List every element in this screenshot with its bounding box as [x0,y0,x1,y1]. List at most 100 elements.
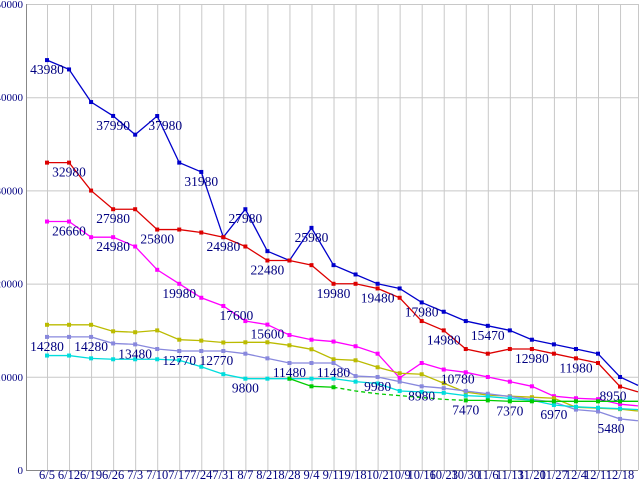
data-point-marker [618,406,623,411]
data-point-marker [419,389,424,394]
data-point-marker [618,399,623,404]
data-point-marker [111,235,116,240]
data-point-marker [375,381,380,386]
data-point-marker [573,399,578,404]
x-tick-label: 7/10 [146,468,168,480]
data-point-marker [45,160,49,165]
data-point-marker [45,219,49,224]
data-point-label: 12980 [515,351,549,366]
x-tick-label: 8/7 [237,468,253,480]
x-tick-label: 6/12 [58,468,80,480]
data-point-marker [485,391,490,396]
data-point-marker [551,396,556,401]
data-point-marker [221,340,226,345]
data-point-marker [287,361,292,366]
data-point-marker [551,403,556,408]
data-point-marker [67,322,72,327]
data-point-marker [529,395,534,400]
x-tick-label: 8/28 [278,468,300,480]
data-point-marker [551,394,556,399]
data-point-marker [309,263,314,268]
data-point-marker [375,281,380,286]
data-point-marker [287,343,292,348]
data-point-marker [89,100,94,105]
data-point-marker [133,342,138,347]
data-point-marker [89,322,94,327]
data-point-marker [331,281,336,286]
x-tick-label: 11/13 [496,468,524,480]
data-point-marker [397,371,402,376]
data-point-label: 17600 [219,308,253,323]
data-point-marker [353,272,358,277]
data-point-marker [199,348,204,353]
data-point-label: 12770 [162,353,196,368]
data-point-marker [463,388,468,393]
data-point-label: 25800 [140,232,174,247]
data-point-label: 14280 [74,339,108,354]
data-point-marker [331,376,336,381]
data-point-marker [155,357,160,362]
data-point-marker [375,351,380,356]
data-point-marker [133,132,138,137]
data-point-label: 14280 [30,339,64,354]
data-point-label: 5480 [598,421,625,436]
data-point-marker [618,402,623,407]
data-point-marker [243,340,248,345]
data-point-marker [463,370,468,375]
data-point-marker [618,416,623,421]
data-point-label: 24980 [206,239,240,254]
data-point-label: 19980 [162,286,196,301]
data-point-label: 9800 [232,381,259,396]
series-blue [45,58,639,386]
data-point-marker [89,356,94,361]
data-point-marker [177,227,182,232]
data-point-marker [111,357,116,362]
data-point-marker [221,372,226,377]
data-point-marker [573,347,578,352]
data-point-marker [133,357,138,362]
data-point-marker [397,375,402,380]
data-point-marker [309,337,314,342]
series-magenta [45,219,639,407]
data-point-label: 27980 [228,211,262,226]
data-point-marker [199,169,204,174]
data-point-label: 11480 [273,365,306,380]
x-tick-label: 6/26 [102,468,124,480]
data-point-marker [243,244,248,249]
x-tick-label: 12/4 [565,468,588,480]
data-point-label: 27980 [96,211,130,226]
data-point-marker [221,303,226,308]
x-tick-label: 7/24 [190,468,213,480]
data-point-marker [441,381,446,386]
y-tick-label: 40000 [0,92,24,104]
data-point-marker [441,386,446,391]
data-point-marker [419,361,424,366]
data-point-marker [419,384,424,389]
data-point-marker [463,319,468,324]
data-point-marker [89,188,94,193]
data-point-marker [529,399,534,404]
data-point-label: 11980 [559,360,592,375]
data-point-marker [155,267,160,272]
data-point-marker [67,334,72,339]
data-point-marker [397,295,402,300]
data-point-marker [419,300,424,305]
data-point-marker [199,364,204,369]
data-point-marker [89,235,94,240]
x-tick-label: 9/4 [303,468,320,480]
data-point-label: 19480 [361,290,395,305]
data-point-marker [155,114,160,119]
data-point-marker [287,376,292,381]
data-point-label: 17980 [405,304,439,319]
data-point-marker [353,344,358,349]
data-point-marker [177,281,182,286]
data-point-marker [199,338,204,343]
x-tick-label: 8/21 [256,468,278,480]
x-tick-label: 7/17 [168,468,190,480]
data-point-marker [397,379,402,384]
x-tick-label: 11/20 [518,468,546,480]
data-point-marker [596,397,600,402]
data-point-marker [375,374,380,379]
data-point-marker [89,334,94,339]
